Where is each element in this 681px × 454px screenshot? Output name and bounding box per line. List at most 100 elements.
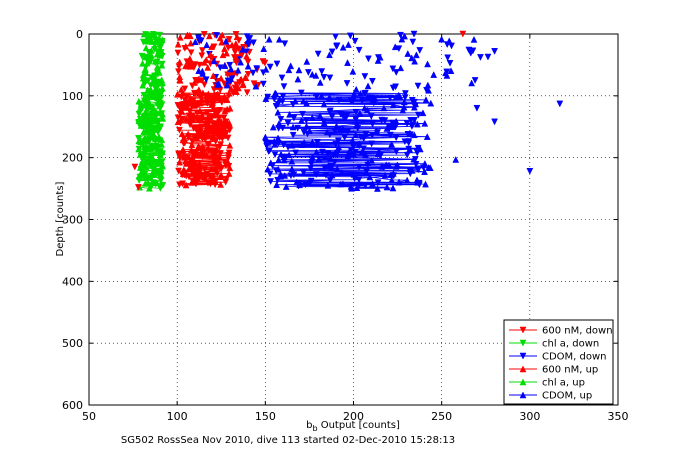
data-point	[397, 64, 405, 72]
data-point	[289, 123, 297, 131]
data-point	[250, 39, 257, 47]
data-point	[244, 37, 252, 44]
y-tick-label: 500	[62, 337, 83, 350]
data-point	[202, 119, 209, 127]
data-point	[401, 32, 408, 40]
data-point	[389, 84, 397, 92]
data-point	[139, 81, 147, 89]
y-axis-label: Depth [counts]	[55, 181, 66, 256]
data-point	[156, 151, 164, 158]
data-point	[155, 120, 162, 127]
data-point	[352, 131, 360, 139]
data-point	[156, 171, 164, 179]
data-point	[158, 47, 166, 55]
legend-entry: chl a, down	[509, 339, 599, 350]
data-point	[189, 169, 196, 177]
data-point	[409, 38, 417, 46]
data-point	[344, 41, 352, 48]
data-marks	[131, 30, 564, 192]
data-point	[344, 152, 352, 160]
data-point	[243, 89, 251, 97]
data-point	[136, 150, 144, 158]
data-point	[365, 55, 372, 63]
y-tick-labels: 0 100 200 300 400 500 600	[62, 28, 83, 412]
data-point	[178, 130, 186, 138]
data-point	[220, 114, 228, 122]
data-point	[389, 184, 397, 192]
data-point	[200, 58, 208, 66]
data-point	[222, 178, 230, 186]
data-point	[197, 169, 205, 177]
data-point	[403, 176, 411, 184]
data-point	[148, 38, 156, 45]
data-point	[314, 50, 322, 58]
data-point	[276, 95, 284, 103]
data-point	[262, 65, 270, 73]
data-point	[446, 59, 454, 67]
x-tick-labels: 50 100 150 200 250 300 350	[82, 410, 629, 423]
data-point	[157, 167, 165, 175]
data-point	[215, 163, 223, 170]
data-point	[291, 97, 299, 105]
data-point	[159, 79, 166, 87]
legend: 600 nM, down chl a, down CDOM, down 600 nM,…	[503, 319, 614, 405]
data-point	[213, 32, 221, 40]
data-point	[156, 31, 164, 39]
data-point	[190, 158, 198, 166]
data-point	[410, 131, 418, 139]
data-point	[288, 157, 296, 165]
data-point	[249, 69, 257, 77]
data-point	[362, 168, 370, 176]
data-point	[155, 68, 163, 76]
data-point	[346, 32, 354, 40]
data-point	[402, 90, 409, 98]
data-point	[179, 136, 187, 144]
data-point	[412, 51, 420, 59]
data-point	[199, 143, 207, 150]
data-point	[331, 150, 338, 158]
data-point	[226, 61, 234, 69]
data-point	[362, 150, 369, 158]
data-point	[382, 161, 390, 169]
data-point	[424, 81, 432, 89]
data-point	[338, 168, 345, 176]
data-point	[179, 180, 186, 188]
data-point	[214, 122, 221, 130]
data-point	[305, 178, 313, 186]
data-point	[202, 125, 210, 132]
data-point	[196, 123, 204, 131]
data-point	[261, 59, 269, 67]
legend-marker	[519, 352, 527, 360]
data-point	[209, 149, 217, 157]
data-point	[214, 80, 222, 88]
data-point	[195, 142, 202, 150]
data-point	[188, 153, 196, 161]
data-point	[281, 171, 289, 179]
data-point	[368, 78, 376, 85]
data-point	[147, 128, 155, 136]
data-point	[227, 65, 235, 73]
data-point	[221, 92, 228, 100]
data-point	[200, 31, 208, 38]
data-point	[327, 154, 334, 162]
data-point	[216, 107, 224, 114]
data-point	[383, 124, 391, 132]
data-point	[293, 178, 300, 186]
data-point	[182, 42, 190, 50]
data-point	[364, 93, 372, 101]
data-point	[423, 133, 431, 140]
data-point	[271, 151, 279, 159]
data-point	[267, 178, 275, 186]
data-point	[152, 125, 160, 133]
data-point	[350, 90, 358, 98]
data-point	[136, 104, 144, 112]
data-point	[208, 43, 216, 50]
data-point	[217, 74, 225, 82]
data-point	[288, 165, 296, 173]
data-point	[266, 139, 274, 147]
data-point	[253, 65, 261, 73]
data-point	[149, 132, 157, 140]
data-point	[173, 90, 181, 98]
data-point	[421, 119, 429, 127]
x-tick-label: 100	[167, 410, 188, 423]
